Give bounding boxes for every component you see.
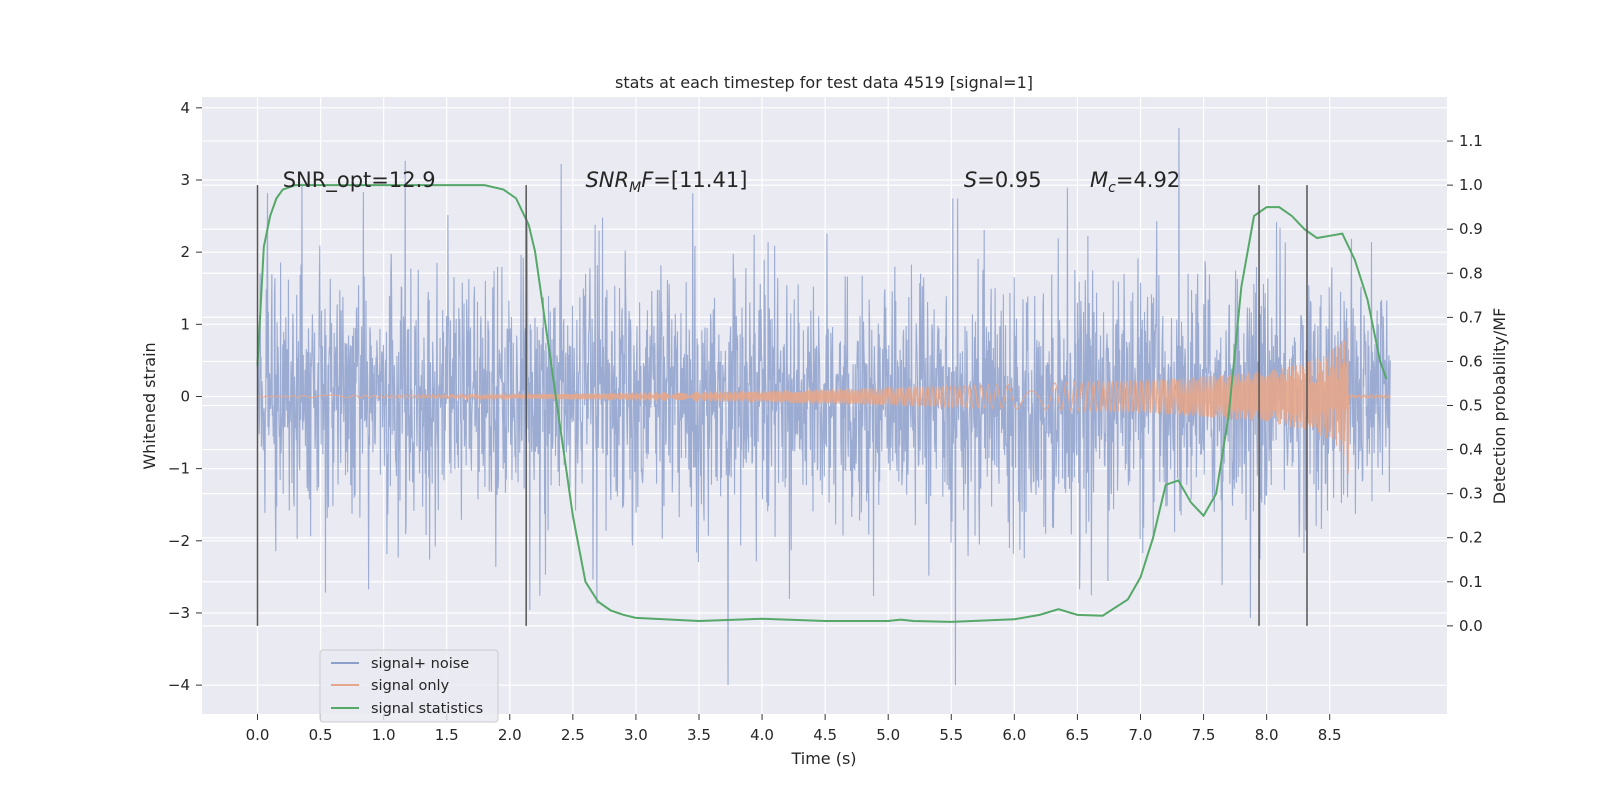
y-tick-label: −1 bbox=[168, 460, 190, 478]
y2-tick-label: 0.1 bbox=[1459, 573, 1483, 591]
annotations: SNR_opt=12.9 SNRMF=[11.41] S=0.95 Mc=4.92 bbox=[283, 168, 1180, 196]
y2-tick-label: 0.7 bbox=[1459, 308, 1483, 326]
y2-tick-label: 0.9 bbox=[1459, 220, 1483, 238]
x-tick-label: 6.5 bbox=[1065, 726, 1089, 744]
x-tick-label: 3.5 bbox=[687, 726, 711, 744]
legend-label-signal-only: signal only bbox=[371, 678, 450, 694]
chart-title: stats at each timestep for test data 451… bbox=[615, 73, 1033, 92]
x-tick-label: 2.5 bbox=[561, 726, 585, 744]
signal-only-line bbox=[257, 328, 1391, 474]
annotation-2: S=0.95 bbox=[964, 168, 1042, 192]
y2-tick-label: 0.5 bbox=[1459, 397, 1483, 415]
x-tick-label: 4.5 bbox=[813, 726, 837, 744]
y2-tick-label: 0.8 bbox=[1459, 264, 1483, 282]
legend-label-signal-statistics: signal statistics bbox=[371, 701, 483, 717]
annotation-3: Mc=4.92 bbox=[1090, 168, 1180, 196]
x-tick-label: 8.0 bbox=[1255, 726, 1279, 744]
y-tick-label: 0 bbox=[180, 387, 190, 405]
y2-tick-label: 1.1 bbox=[1459, 132, 1483, 150]
x-tick-label: 4.0 bbox=[750, 726, 774, 744]
signal-noise-line bbox=[256, 127, 1391, 686]
y-tick-label: 4 bbox=[180, 99, 190, 117]
y2-tick-label: 0.2 bbox=[1459, 529, 1483, 547]
y-axis-label: Whitened strain bbox=[140, 342, 159, 469]
y2-tick-label: 0.3 bbox=[1459, 485, 1483, 503]
legend-box bbox=[319, 649, 499, 723]
x-tick-label: 1.0 bbox=[372, 726, 396, 744]
y2-tick-label: 1.0 bbox=[1459, 176, 1483, 194]
vertical-markers bbox=[256, 185, 1308, 626]
y-tick-label: −2 bbox=[168, 532, 190, 550]
y-tick-label: −3 bbox=[168, 604, 190, 622]
annotation-1: SNRMF=[11.41] bbox=[585, 168, 747, 196]
x-tick-label: 0.5 bbox=[309, 726, 333, 744]
signal-only-series bbox=[257, 328, 1391, 474]
legend-label-signal-noise: signal+ noise bbox=[371, 656, 469, 672]
x-axis-label: Time (s) bbox=[790, 749, 856, 768]
x-tick-label: 3.0 bbox=[624, 726, 648, 744]
x-tick-label: 6.0 bbox=[1002, 726, 1026, 744]
annotation-0: SNR_opt=12.9 bbox=[283, 168, 436, 193]
y-tick-label: 3 bbox=[180, 171, 190, 189]
signal-noise-series bbox=[256, 127, 1391, 686]
x-tick-label: 2.0 bbox=[498, 726, 522, 744]
signal-statistics-line bbox=[256, 184, 1388, 623]
x-tick-label: 5.5 bbox=[939, 726, 963, 744]
y-tick-label: 2 bbox=[180, 243, 190, 261]
y-tick-label: 1 bbox=[180, 315, 190, 333]
x-tick-label: 8.5 bbox=[1318, 726, 1342, 744]
y-tick-label: −4 bbox=[168, 676, 190, 694]
x-tick-label: 0.0 bbox=[246, 726, 270, 744]
x-tick-label: 5.0 bbox=[876, 726, 900, 744]
x-tick-label: 1.5 bbox=[435, 726, 459, 744]
x-tick-label: 7.0 bbox=[1129, 726, 1153, 744]
y2-tick-label: 0.6 bbox=[1459, 352, 1483, 370]
y2-axis-label: Detection probability/MF bbox=[1490, 308, 1509, 505]
y2-tick-label: 0.4 bbox=[1459, 441, 1483, 459]
legend: signal+ noise signal only signal statist… bbox=[319, 649, 499, 723]
x-tick-label: 7.5 bbox=[1192, 726, 1216, 744]
axes: 0.0 0.5 1.0 1.5 2.0 2.5 3.0 3.5 4.0 4.5 5.0 5.5 6.0 6… bbox=[168, 99, 1483, 744]
y2-tick-label: 0.0 bbox=[1459, 617, 1483, 635]
signal-statistics-series bbox=[256, 184, 1388, 623]
